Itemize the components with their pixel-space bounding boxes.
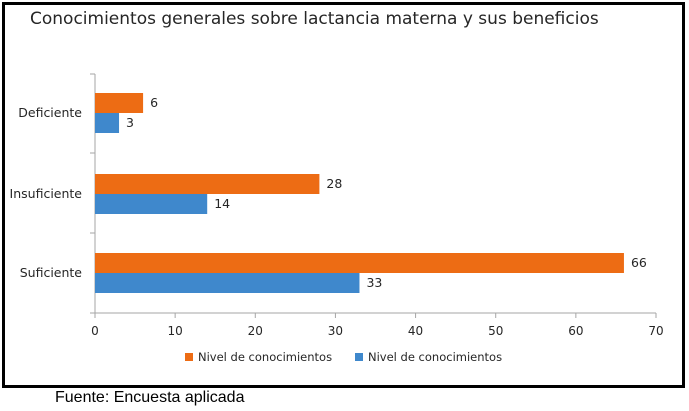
bar-series-b xyxy=(95,113,120,133)
bar-series-a xyxy=(95,174,320,194)
data-label: 66 xyxy=(631,255,647,270)
bar-series-a xyxy=(95,253,624,273)
plot-area: 0 10 20 30 40 50 60 70 Deficiente Insuficiente Suf… xyxy=(10,73,664,364)
x-tick-label: 60 xyxy=(568,324,583,338)
bar-series-a xyxy=(95,93,144,113)
data-label: 33 xyxy=(366,275,382,290)
x-tick-label: 20 xyxy=(248,324,263,338)
data-label: 3 xyxy=(126,115,134,130)
data-label: 14 xyxy=(214,196,230,211)
x-tick-label: 0 xyxy=(91,324,99,338)
legend-swatch xyxy=(355,353,363,361)
x-tick-label: 40 xyxy=(408,324,423,338)
category-label: Suficiente xyxy=(20,265,83,280)
source-note: Fuente: Encuesta aplicada xyxy=(55,389,245,406)
legend-label: Nivel de conocimientos xyxy=(198,350,332,364)
x-tick-label: 30 xyxy=(328,324,343,338)
category-label: Deficiente xyxy=(18,105,82,120)
x-tick-label: 10 xyxy=(168,324,183,338)
legend-label: Nivel de conocimientos xyxy=(368,350,502,364)
data-label: 28 xyxy=(326,176,342,191)
legend-swatch xyxy=(185,353,193,361)
category-label: Insuficiente xyxy=(10,186,83,201)
x-tick-label: 70 xyxy=(648,324,663,338)
bar-series-b xyxy=(95,273,360,293)
x-tick-label: 50 xyxy=(488,324,503,338)
bar-series-b xyxy=(95,194,208,214)
data-label: 6 xyxy=(150,95,158,110)
chart-title: Conocimientos generales sobre lactancia … xyxy=(30,9,599,29)
